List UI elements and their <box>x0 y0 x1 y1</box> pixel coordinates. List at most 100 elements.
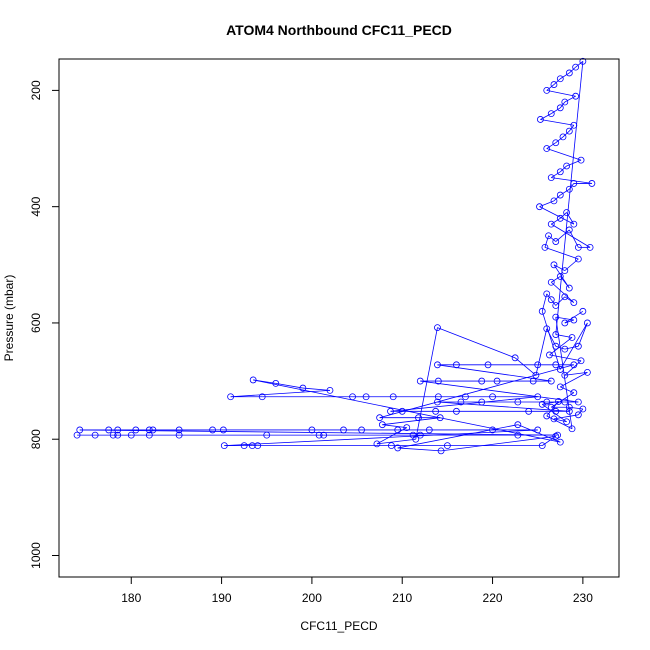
x-axis: 180 190 200 210 220 230 <box>121 576 593 605</box>
series-line-segment <box>551 276 561 283</box>
data-point <box>556 214 564 222</box>
data-point <box>552 432 560 440</box>
series-line-segment <box>550 299 557 306</box>
data-point <box>570 121 578 129</box>
data-point <box>561 345 569 353</box>
series-line-segment <box>514 357 537 376</box>
chart-title: ATOM4 Northbound CFC11_PECD <box>226 22 452 38</box>
data-point <box>529 377 537 385</box>
data-point <box>534 426 542 434</box>
data-point <box>579 307 587 315</box>
data-point <box>547 174 555 181</box>
series-line-segment <box>376 427 407 445</box>
data-point <box>376 414 384 422</box>
data-point <box>254 442 262 450</box>
data-point <box>570 180 578 187</box>
series-line-segment <box>564 95 576 103</box>
data-point <box>514 421 522 429</box>
data-point <box>340 426 347 434</box>
data-point <box>550 415 558 423</box>
x-tick-label: 180 <box>121 591 141 605</box>
data-point <box>565 127 573 135</box>
data-point <box>583 368 591 376</box>
data-point <box>403 424 411 431</box>
series-line-segment <box>553 194 561 202</box>
series-line-segment <box>551 177 592 184</box>
series-line-segment <box>420 380 579 403</box>
data-point <box>457 398 465 406</box>
y-tick-label: 600 <box>29 313 43 333</box>
data-point <box>550 81 558 88</box>
data-point <box>552 342 560 350</box>
data-point <box>415 414 422 422</box>
data-point <box>579 57 587 65</box>
data-point <box>556 191 564 199</box>
series-line-segment <box>569 406 583 410</box>
data-point <box>149 426 157 434</box>
series-line-segment <box>224 429 538 447</box>
y-axis-label: Pressure (mbar) <box>2 275 16 362</box>
data-point <box>525 407 533 415</box>
data-point <box>434 377 442 385</box>
series-line-segment <box>548 235 557 242</box>
series-line-segment <box>559 322 588 370</box>
series-line-segment <box>546 90 576 97</box>
data-point <box>547 403 555 411</box>
series-line-segment <box>577 322 588 347</box>
data-point <box>378 421 386 429</box>
data-point <box>552 313 560 321</box>
data-point <box>105 426 113 434</box>
series-line-segment <box>555 61 584 335</box>
series-line-segment <box>564 371 588 376</box>
data-point <box>489 426 496 434</box>
data-point <box>248 442 256 450</box>
series-line-segment <box>539 200 555 208</box>
series-line-segment <box>569 125 575 132</box>
data-point <box>227 393 235 401</box>
data-point <box>556 104 564 112</box>
data-point <box>511 354 519 362</box>
data-point <box>586 243 594 251</box>
data-point <box>577 156 585 164</box>
data-point <box>315 431 323 439</box>
data-point <box>574 398 582 406</box>
data-point <box>572 92 580 100</box>
series-line-segment <box>379 364 574 419</box>
data-point <box>552 238 560 245</box>
series-points <box>73 57 596 455</box>
data-point <box>387 442 395 450</box>
data-point <box>538 400 546 408</box>
data-point <box>565 403 573 411</box>
series-line-segment <box>551 107 561 114</box>
data-point <box>453 361 460 369</box>
series-line-segment <box>566 159 582 167</box>
series-line-segment <box>253 379 276 384</box>
data-point <box>536 203 543 211</box>
series-line-segment <box>437 327 516 359</box>
series-line-segment <box>302 387 331 391</box>
series-line-segment <box>541 311 561 370</box>
data-point <box>489 393 496 401</box>
data-point <box>145 431 153 439</box>
data-point <box>570 220 578 228</box>
series-line-segment <box>382 417 441 426</box>
series-line-segment <box>575 61 584 68</box>
data-point <box>434 393 442 401</box>
data-point <box>552 302 560 309</box>
data-point <box>412 435 420 443</box>
series-line-segment <box>560 72 570 80</box>
data-point <box>434 398 441 406</box>
data-point <box>308 426 316 434</box>
data-point <box>373 440 381 448</box>
data-point <box>493 377 501 385</box>
data-point <box>565 407 573 415</box>
data-point <box>588 180 596 187</box>
data-point <box>434 361 441 369</box>
x-tick-label: 200 <box>302 591 322 605</box>
data-point <box>398 407 406 415</box>
data-point <box>484 361 492 369</box>
series-line-segment <box>230 389 330 398</box>
data-point <box>219 426 227 434</box>
data-point <box>416 377 424 385</box>
series-line-segment <box>517 424 561 443</box>
